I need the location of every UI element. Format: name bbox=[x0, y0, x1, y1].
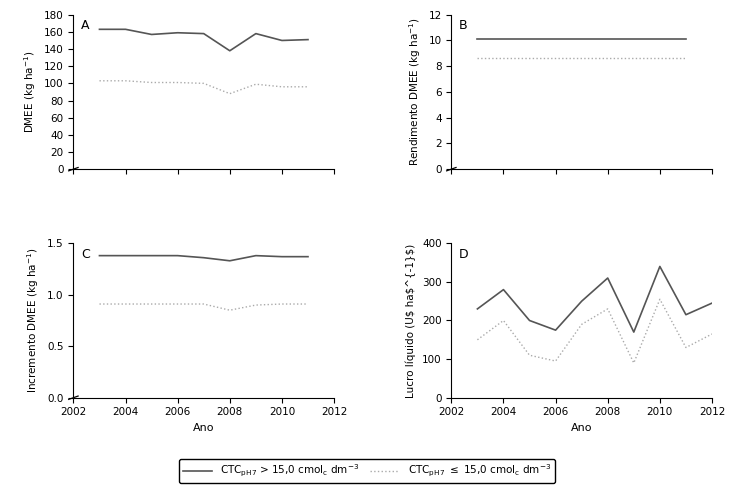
X-axis label: Ano: Ano bbox=[193, 423, 214, 433]
Y-axis label: DMEE (kg ha$^{-1}$): DMEE (kg ha$^{-1}$) bbox=[23, 51, 38, 133]
Legend: CTC$_{\mathrm{pH7}}$ > 15,0 cmol$_{\mathrm{c}}$ dm$^{-3}$, CTC$_{\mathrm{pH7}}$ : CTC$_{\mathrm{pH7}}$ > 15,0 cmol$_{\math… bbox=[179, 459, 555, 483]
Y-axis label: Lucro líquido (U$ ha$^{-1}$): Lucro líquido (U$ ha$^{-1}$) bbox=[406, 244, 416, 398]
Y-axis label: Rendimento DMEE (kg ha$^{-1}$): Rendimento DMEE (kg ha$^{-1}$) bbox=[407, 18, 423, 166]
Text: A: A bbox=[81, 19, 90, 32]
Y-axis label: Incremento DMEE (kg ha$^{-1}$): Incremento DMEE (kg ha$^{-1}$) bbox=[26, 248, 42, 393]
Text: B: B bbox=[459, 19, 468, 32]
X-axis label: Ano: Ano bbox=[571, 423, 592, 433]
Text: D: D bbox=[459, 248, 469, 261]
Text: C: C bbox=[81, 248, 90, 261]
